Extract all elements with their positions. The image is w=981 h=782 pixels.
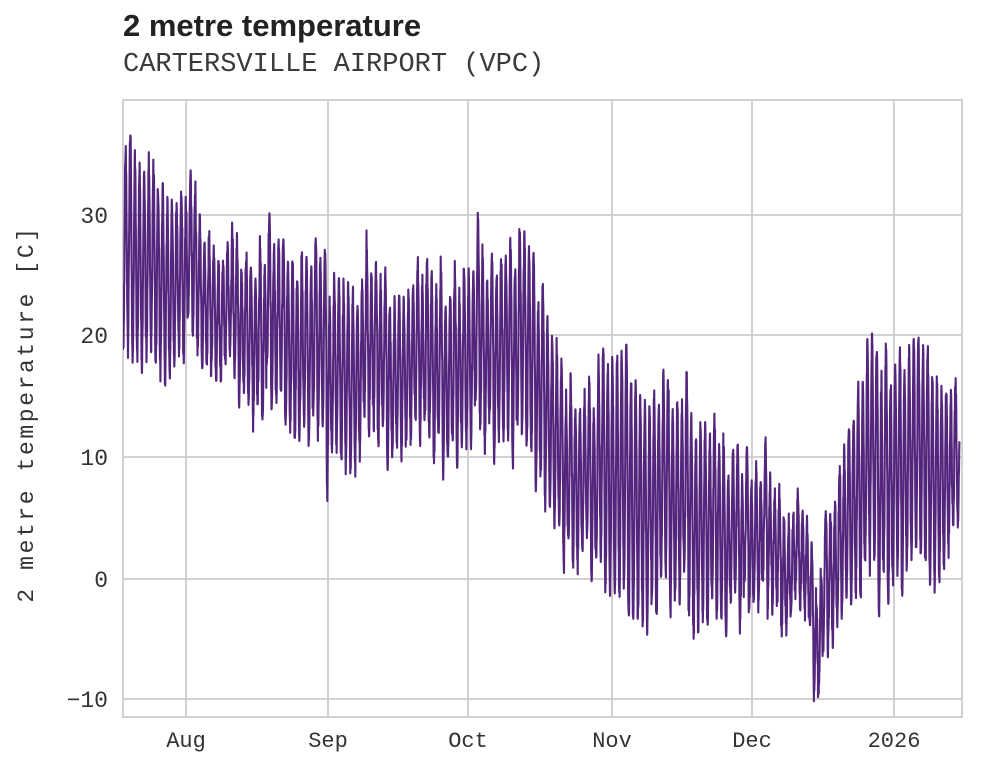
svg-text:2026: 2026: [868, 729, 921, 754]
svg-text:20: 20: [80, 324, 108, 350]
svg-text:Sep: Sep: [308, 729, 348, 754]
svg-text:Aug: Aug: [166, 729, 206, 754]
svg-text:Dec: Dec: [732, 729, 772, 754]
svg-text:0: 0: [94, 568, 108, 594]
svg-text:−10: −10: [67, 688, 108, 714]
svg-text:Oct: Oct: [448, 729, 488, 754]
svg-text:10: 10: [80, 446, 108, 472]
svg-text:Nov: Nov: [592, 729, 632, 754]
svg-text:2 metre temperature [C]: 2 metre temperature [C]: [14, 225, 40, 602]
svg-text:30: 30: [80, 204, 108, 230]
